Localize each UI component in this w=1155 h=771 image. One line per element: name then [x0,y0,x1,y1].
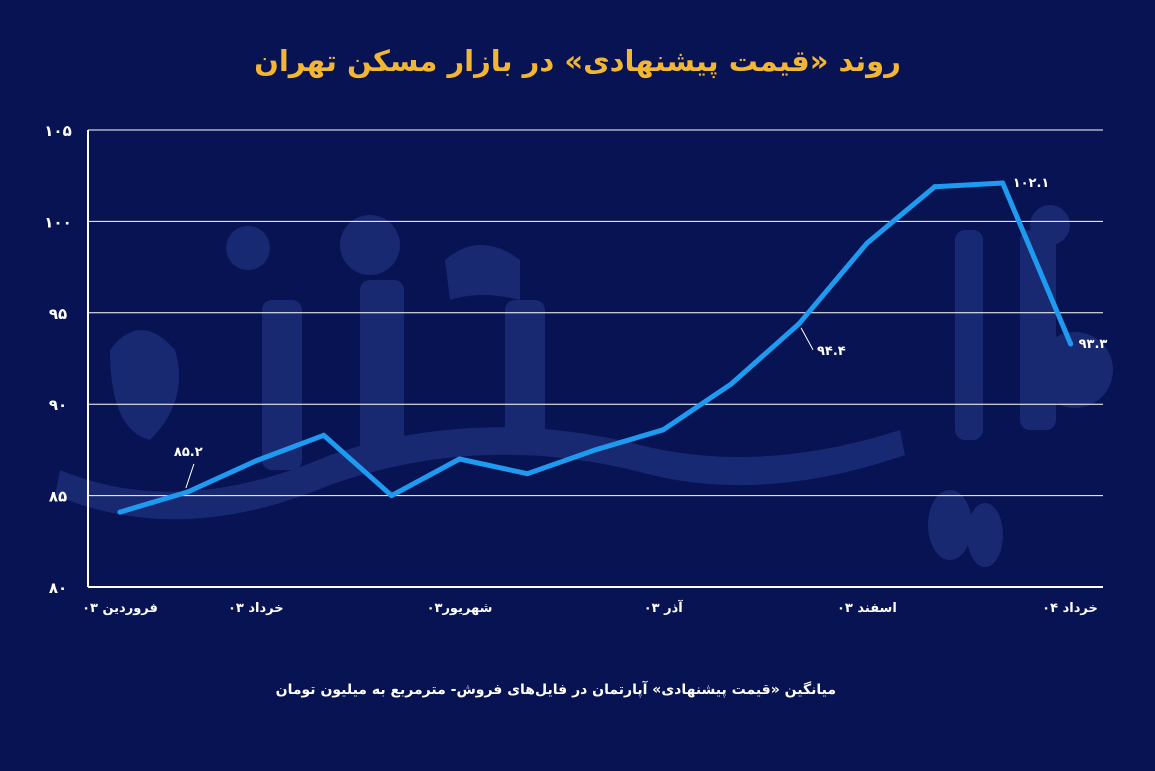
y-tick-label: ۱۰۰ [44,213,71,231]
x-axis-ticks: فروردین ۰۳ خرداد ۰۳ شهریور۰۳ آذر ۰۳ اسفند ۰۳… [82,599,1098,616]
y-tick-label: ۸۰ [49,579,67,597]
x-tick-label: شهریور۰۳ [427,601,493,616]
legend-label: میانگین «قیمت پیشنهادی» آپارتمان در فایل… [275,682,836,698]
data-point [728,381,734,387]
data-point [253,458,259,464]
x-tick-label: آذر ۰۳ [644,599,684,616]
x-tick-label: اسفند ۰۳ [837,601,897,616]
x-tick-label: فروردین ۰۳ [82,601,158,616]
watermark-logo [55,205,1113,567]
grid-lines [88,129,1103,497]
data-point [457,456,462,462]
data-point [592,447,598,453]
y-tick-label: ۹۰ [49,396,67,414]
data-point [524,471,530,477]
y-tick-label: ۱۰۵ [44,122,71,140]
chart-title: روند «قیمت پیشنهادی» در بازار مسکن تهران [254,44,901,78]
data-label: ۹۴.۴ [817,344,846,359]
data-label-group: ۸۵.۲ ۹۴.۴ ۱۰۲.۱ ۹۳.۳ [174,176,1108,489]
y-tick-label: ۸۵ [49,488,67,506]
data-point [660,427,666,433]
chart-axes [87,130,1103,588]
y-tick-label: ۹۵ [49,305,67,323]
y-axis-ticks: ۱۰۵ ۱۰۰ ۹۵ ۹۰ ۸۵ ۸۰ [44,122,71,597]
data-point [1068,341,1074,347]
data-point [932,184,938,190]
series-group [117,180,1074,515]
data-point [796,321,802,327]
data-point [1000,180,1006,186]
x-tick-label: خرداد ۰۴ [1042,601,1098,616]
data-point [321,432,327,438]
legend: میانگین «قیمت پیشنهادی» آپارتمان در فایل… [276,676,836,704]
data-label: ۱۰۲.۱ [1013,176,1050,191]
x-tick-label: خرداد ۰۳ [228,601,284,616]
data-point [117,509,123,515]
data-point [389,493,395,499]
data-point [185,489,191,495]
data-label-leader [800,327,814,351]
data-label-leader [185,463,195,489]
data-label: ۹۳.۳ [1079,337,1108,352]
data-label: ۸۵.۲ [174,445,203,460]
data-point [864,240,870,246]
